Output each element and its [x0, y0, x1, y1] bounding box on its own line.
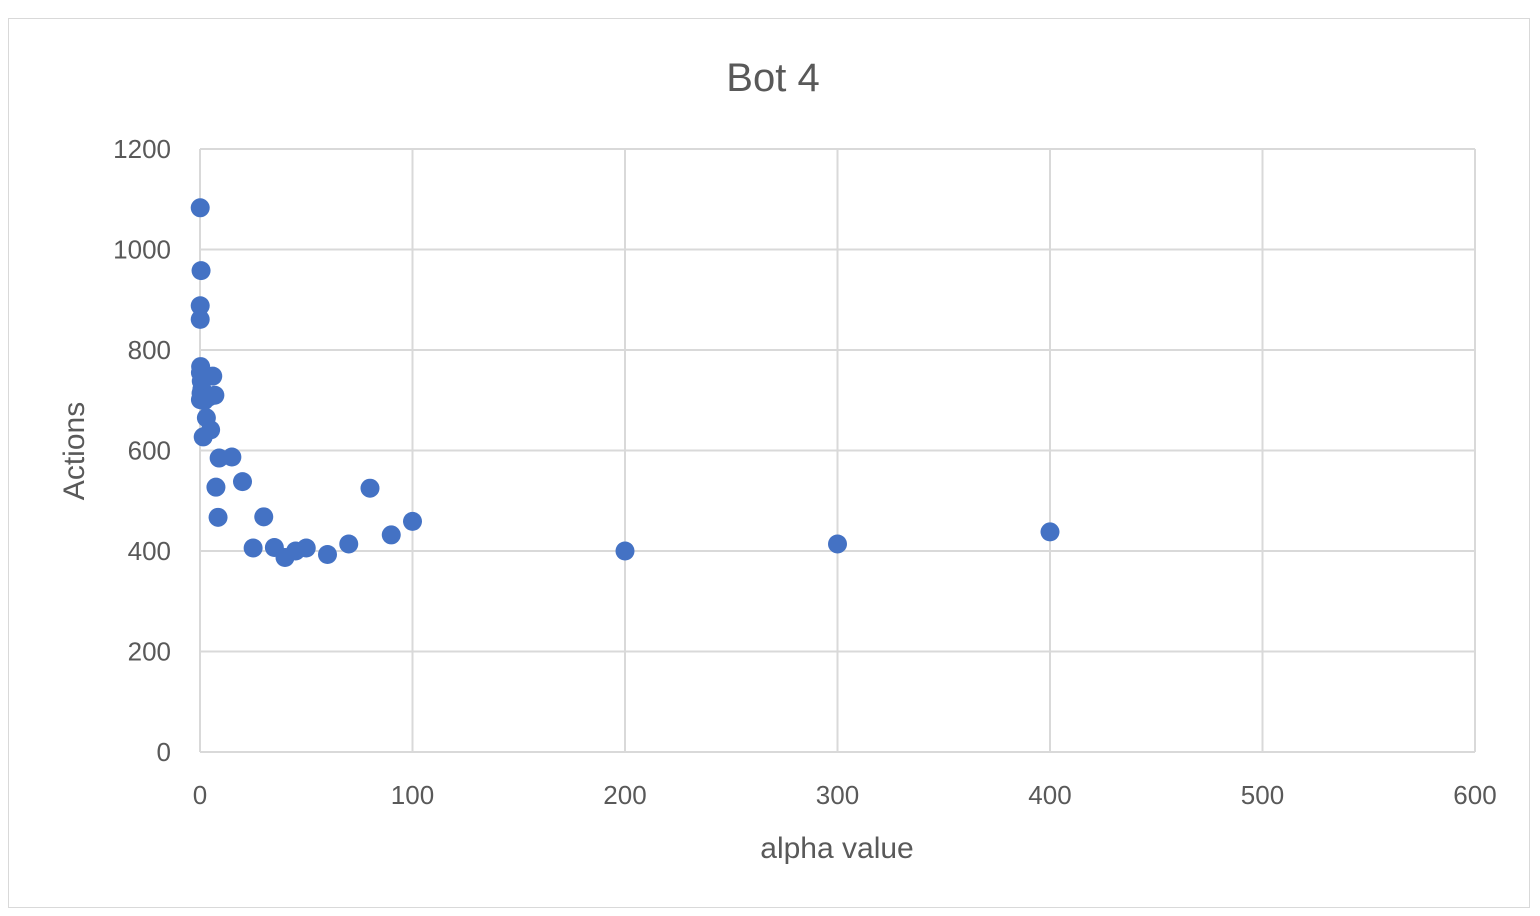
x-tick-label: 400 [1028, 780, 1071, 810]
y-tick-label: 1200 [113, 134, 171, 164]
data-point [403, 511, 422, 531]
data-point [190, 296, 210, 316]
data-point [243, 538, 263, 558]
y-tick-label: 800 [128, 335, 171, 365]
tick-labels: 0 200 400 600 800 1000 1200 0 100 200 300 400 500 600 [113, 134, 1497, 810]
data-point [190, 198, 210, 218]
data-point [233, 472, 252, 492]
data-point [381, 525, 401, 545]
data-point [191, 261, 211, 281]
y-tick-label: 200 [128, 637, 171, 667]
data-point [360, 478, 380, 498]
data-point [203, 366, 223, 386]
data-point [339, 534, 359, 554]
chart-frame [8, 18, 1530, 908]
data-point [208, 507, 228, 527]
data-points [190, 198, 1060, 568]
data-point [222, 447, 242, 467]
y-tick-label: 1000 [113, 235, 171, 265]
y-tick-label: 400 [128, 536, 171, 566]
x-tick-label: 0 [193, 780, 207, 810]
x-tick-label: 300 [816, 780, 859, 810]
data-point [199, 387, 218, 407]
data-point [296, 538, 316, 558]
x-tick-label: 500 [1241, 780, 1284, 810]
chart-title: Bot 4 [726, 56, 819, 100]
y-tick-label: 0 [157, 737, 171, 767]
data-point [1040, 522, 1060, 542]
data-point [193, 427, 213, 447]
x-tick-label: 200 [603, 780, 646, 810]
data-point [828, 534, 847, 554]
data-point [254, 507, 274, 527]
x-axis-title: alpha value [760, 832, 913, 865]
y-axis-title: Actions [58, 402, 91, 500]
data-point [206, 477, 226, 497]
grid-lines [199, 148, 1476, 753]
data-point [190, 309, 210, 329]
y-tick-label: 600 [128, 436, 171, 466]
x-tick-label: 600 [1453, 780, 1496, 810]
x-tick-label: 100 [391, 780, 434, 810]
data-point [318, 545, 337, 565]
data-point [615, 541, 635, 561]
